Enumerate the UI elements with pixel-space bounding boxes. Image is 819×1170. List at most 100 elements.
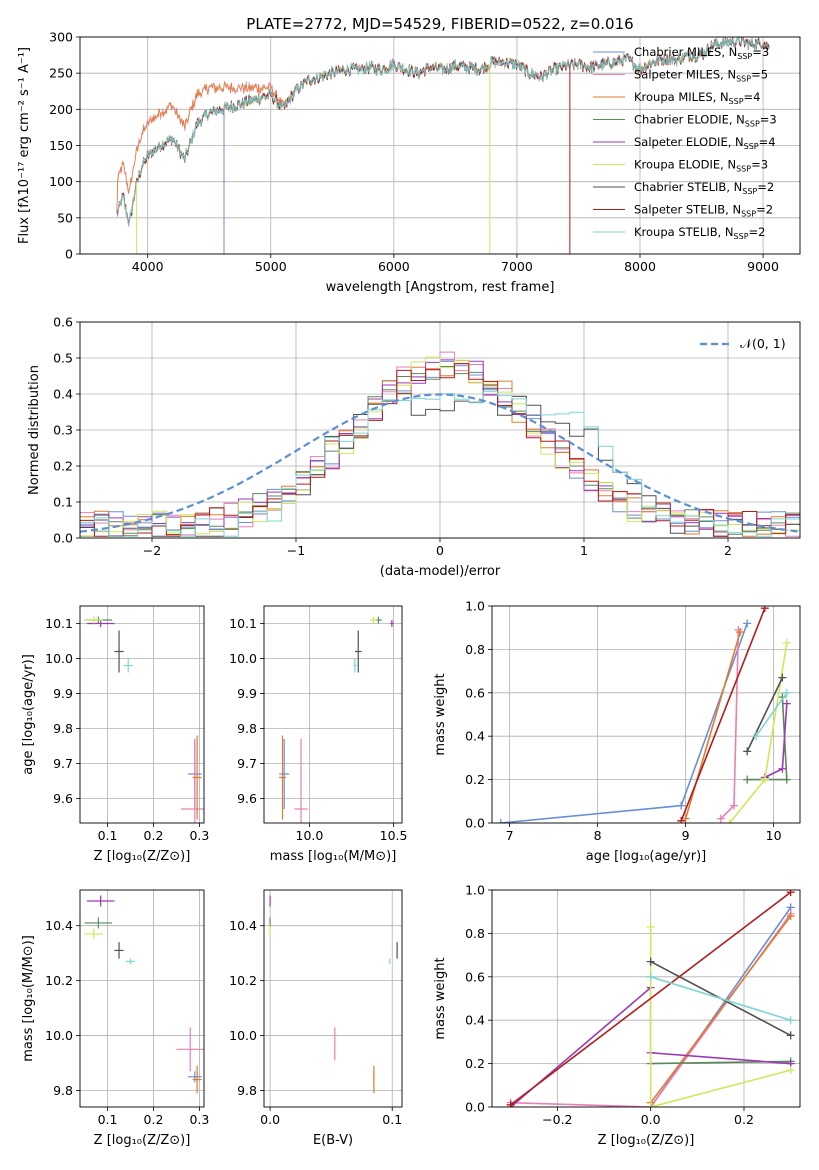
x-tick-label: 10.5	[380, 828, 408, 843]
weight-marker	[496, 819, 505, 823]
y-tick-label: 0.6	[465, 685, 485, 700]
y-tick-label: 50	[57, 210, 73, 225]
y-tick-label: 0.6	[465, 969, 485, 984]
weight-line	[746, 677, 784, 752]
weight-marker	[716, 814, 725, 823]
x-tick-label: 0.1	[98, 1112, 118, 1127]
y-tick-label: 0.0	[53, 531, 73, 546]
x-tick-label: −0.2	[542, 1112, 572, 1127]
weight-marker	[752, 732, 760, 741]
y-tick-label: 10.2	[45, 973, 73, 988]
weight-marker	[743, 775, 752, 784]
y-tick-label: 10.0	[45, 651, 73, 666]
x-tick-label: 6000	[378, 259, 410, 274]
x-tick-label: 0.3	[189, 828, 209, 843]
mass-Z-chart: 0.1 0.2 0.3 9.8 10.0 10.2 10.4 Z [log₁₀(Z/Z⊙)] m…	[21, 889, 209, 1148]
y-tick-label: 9.9	[237, 686, 257, 701]
x-tick-label: 1	[580, 543, 588, 558]
y-tick-label: 9.8	[237, 1083, 257, 1098]
y-tick-label: 9.6	[53, 791, 73, 806]
y-axis-label: Normed distribution	[27, 365, 42, 495]
legend: Chabrier MILES, NSSP=3 Salpeter MILES, NS…	[593, 45, 777, 241]
age-Z-plot-area	[84, 616, 204, 823]
y-tick-label: 1.0	[465, 599, 485, 614]
spectrum-line	[116, 37, 770, 225]
y-axis-label: mass weight	[433, 957, 448, 1039]
x-axis-label: mass [log₁₀(M/M⊙)]	[270, 849, 397, 864]
y-tick-label: 9.9	[53, 686, 73, 701]
legend-entry: Kroupa STELIB, NSSP=2	[634, 225, 765, 241]
legend-entry: Kroupa MILES, NSSP=4	[634, 90, 760, 106]
legend-entry: Chabrier ELODIE, NSSP=3	[634, 113, 777, 129]
y-tick-label: 300	[49, 30, 73, 45]
x-tick-label: 9	[682, 828, 690, 843]
weight-marker	[646, 972, 655, 981]
gaussian-curve	[80, 393, 800, 533]
mass-EBV-chart: 0.0 0.1 9.8 10.0 10.2 10.4 E(B-V)	[229, 889, 403, 1148]
weight-marker	[782, 699, 791, 708]
y-axis-label: mass weight	[433, 673, 448, 755]
x-tick-label: −1	[287, 543, 305, 558]
y-tick-label: 9.8	[53, 721, 73, 736]
y-tick-label: 10.1	[45, 616, 73, 631]
histogram-step	[80, 363, 800, 538]
weight-marker	[786, 890, 795, 897]
weight-line	[650, 915, 792, 1104]
weight-marker	[646, 957, 655, 966]
axes-frame	[79, 605, 205, 824]
axes-frame	[263, 889, 403, 1108]
y-axis-label: age [log₁₀(age/yr)]	[21, 654, 36, 775]
weight-marker	[786, 1066, 795, 1075]
age-mass-chart: 10.0 10.5 9.6 9.7 9.8 9.9 10.0 10.1 mass [log₁₀(…	[229, 605, 408, 864]
x-tick-label: 5000	[255, 259, 287, 274]
weight-marker	[677, 801, 686, 810]
residuals-chart: −2 −1 0 1 2 0.0 0.1 0.2 0.3 0.4 0.5 0.6 (data-model)…	[27, 315, 801, 579]
x-tick-label: 4000	[132, 259, 164, 274]
spectrum-line	[116, 37, 770, 227]
spectrum-plot-area	[116, 37, 770, 254]
x-tick-label: 0.1	[98, 828, 118, 843]
weight-line	[680, 607, 766, 822]
x-tick-label: −2	[143, 543, 161, 558]
x-tick-label: 10	[766, 828, 782, 843]
weight-Z-plot-area	[506, 890, 795, 1107]
weight-line	[649, 926, 791, 1107]
spectrum-line	[116, 37, 770, 224]
x-tick-label: 0.3	[189, 1112, 209, 1127]
axes-frame	[491, 605, 801, 824]
weight-marker	[646, 1103, 655, 1107]
legend-entry: Salpeter STELIB, NSSP=2	[634, 203, 773, 219]
x-tick-label: 2	[724, 543, 732, 558]
weight-line	[720, 629, 740, 820]
x-tick-label: 0.1	[382, 1112, 402, 1127]
y-tick-label: 9.8	[237, 721, 257, 736]
x-tick-label: 0.0	[641, 1112, 661, 1127]
y-tick-label: 0.4	[465, 729, 485, 744]
x-tick-label: 9000	[747, 259, 779, 274]
weight-marker	[730, 801, 738, 810]
age-mass-plot-area	[279, 616, 394, 823]
y-tick-label: 9.6	[237, 791, 257, 806]
x-tick-label: 0.2	[144, 1112, 164, 1127]
weight-marker	[725, 819, 734, 823]
x-axis-label: Z [log₁₀(Z/Z⊙)]	[598, 1133, 695, 1148]
weight-Z-chart: −0.2 0.0 0.2 0.0 0.2 0.4 0.6 0.8 1.0 Z [log₁₀(Z/Z…	[433, 883, 801, 1148]
x-axis-label: E(B-V)	[313, 1133, 353, 1148]
weight-marker	[681, 814, 690, 823]
x-tick-label: 0.2	[734, 1112, 754, 1127]
weight-line	[650, 976, 791, 1021]
y-tick-label: 0.2	[465, 1056, 485, 1071]
age-Z-chart: 0.1 0.2 0.3 9.6 9.7 9.8 9.9 10.0 10.1 Z [log₁₀(Z/…	[21, 605, 209, 864]
mass-EBV-plot-area	[269, 895, 398, 1094]
y-tick-label: 0.2	[465, 772, 485, 787]
y-tick-label: 0.3	[53, 423, 73, 438]
x-axis-label: age [log₁₀(age/yr)]	[586, 849, 707, 864]
y-tick-label: 1.0	[465, 883, 485, 898]
weight-marker	[782, 638, 791, 647]
y-tick-label: 250	[49, 66, 73, 81]
legend-entry: Kroupa ELODIE, NSSP=3	[634, 158, 768, 174]
spectrum-line	[116, 37, 770, 226]
y-tick-label: 9.8	[53, 1083, 73, 1098]
y-tick-label: 0	[65, 247, 73, 262]
